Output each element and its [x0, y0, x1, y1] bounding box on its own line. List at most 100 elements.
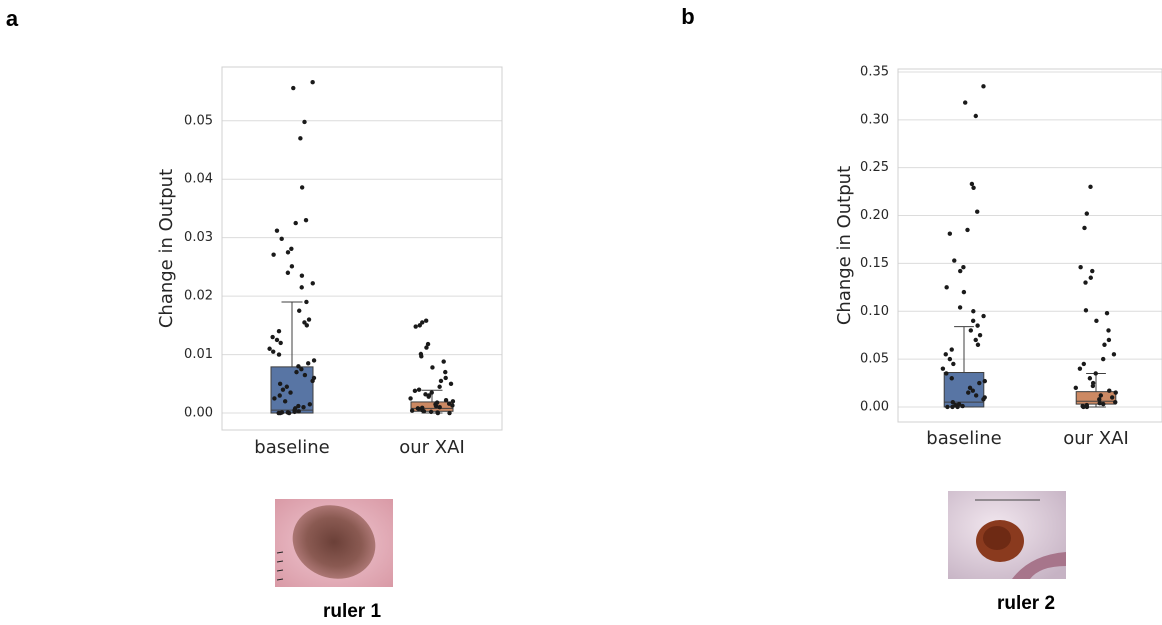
data-point	[1102, 342, 1107, 347]
data-point	[1106, 337, 1112, 343]
data-point	[310, 281, 315, 286]
data-point	[1087, 376, 1093, 381]
data-point	[1113, 399, 1118, 405]
data-point	[285, 250, 291, 255]
data-point	[448, 381, 454, 387]
data-point	[1109, 395, 1115, 400]
data-point	[428, 409, 434, 415]
data-point	[973, 393, 979, 398]
data-point	[430, 365, 435, 370]
data-point	[1081, 361, 1087, 367]
data-point	[1107, 388, 1112, 393]
data-point	[970, 388, 976, 393]
data-point	[286, 410, 292, 416]
data-point	[958, 268, 963, 274]
data-point	[421, 409, 427, 414]
data-point	[947, 231, 953, 236]
data-point	[1082, 225, 1087, 231]
y-tick-label: 0.02	[184, 289, 213, 304]
data-point	[280, 387, 286, 392]
data-point	[416, 406, 421, 412]
data-point	[1073, 385, 1078, 391]
data-point	[285, 270, 291, 275]
data-point	[973, 113, 978, 119]
data-point	[306, 317, 312, 322]
data-point	[1111, 352, 1117, 357]
y-tick-label: 0.25	[860, 160, 889, 175]
data-point	[298, 136, 303, 141]
data-point	[296, 364, 301, 369]
data-point	[981, 397, 986, 402]
data-point	[1104, 310, 1110, 316]
data-point	[960, 403, 965, 409]
data-point	[1101, 401, 1106, 407]
data-point	[1081, 404, 1086, 410]
data-point	[419, 354, 424, 359]
data-point	[975, 323, 980, 328]
data-point	[423, 392, 428, 397]
data-point	[951, 361, 956, 367]
data-point	[975, 209, 980, 214]
data-point	[296, 409, 301, 414]
image-caption: ruler 1	[323, 601, 382, 622]
data-point	[977, 332, 983, 338]
data-point	[955, 404, 960, 410]
y-tick-label: 0.03	[184, 230, 213, 245]
data-point	[289, 264, 295, 269]
data-point	[429, 390, 434, 395]
data-point	[1084, 404, 1090, 410]
data-point	[292, 409, 297, 415]
y-tick-label: 0.01	[184, 347, 213, 362]
panel-label: b	[681, 4, 694, 29]
data-point	[284, 384, 290, 389]
data-point	[1077, 366, 1083, 371]
data-point	[970, 318, 976, 324]
data-point	[1078, 265, 1083, 270]
data-point	[952, 258, 957, 263]
data-point	[289, 246, 294, 251]
data-point	[424, 345, 429, 350]
data-point	[278, 340, 283, 346]
data-point	[1113, 390, 1118, 395]
data-point	[1106, 328, 1111, 333]
data-point	[413, 324, 418, 329]
data-point	[977, 380, 982, 386]
data-point	[302, 119, 307, 125]
data-point	[1097, 397, 1102, 402]
data-point	[277, 381, 283, 387]
data-point	[443, 375, 448, 381]
data-point	[288, 390, 293, 395]
data-point	[426, 394, 431, 399]
data-point	[304, 323, 310, 328]
data-point	[446, 401, 452, 406]
data-point	[291, 85, 296, 91]
data-point	[950, 404, 955, 410]
y-tick-label: 0.00	[184, 406, 213, 421]
y-tick-label: 0.05	[860, 352, 889, 367]
data-point	[420, 320, 425, 325]
data-point	[282, 399, 288, 404]
thumbnail-a	[275, 499, 393, 587]
data-point	[299, 273, 305, 278]
data-point	[975, 342, 981, 347]
data-point	[433, 403, 439, 409]
data-point	[279, 236, 284, 242]
y-tick-label: 0.05	[184, 113, 213, 128]
data-point	[945, 404, 950, 410]
data-point	[417, 323, 422, 328]
data-point	[963, 100, 968, 105]
data-point	[982, 378, 988, 384]
y-tick-label: 0.20	[860, 208, 889, 223]
x-tick-label: baseline	[926, 428, 1001, 449]
y-tick-label: 0.00	[860, 399, 889, 414]
data-point	[303, 217, 309, 223]
data-point	[1093, 371, 1098, 376]
data-point	[1084, 211, 1090, 216]
data-point	[307, 402, 313, 407]
data-point	[949, 347, 954, 352]
data-point	[297, 308, 302, 313]
data-point	[299, 185, 305, 190]
data-point	[947, 356, 953, 362]
data-point	[1100, 356, 1106, 362]
